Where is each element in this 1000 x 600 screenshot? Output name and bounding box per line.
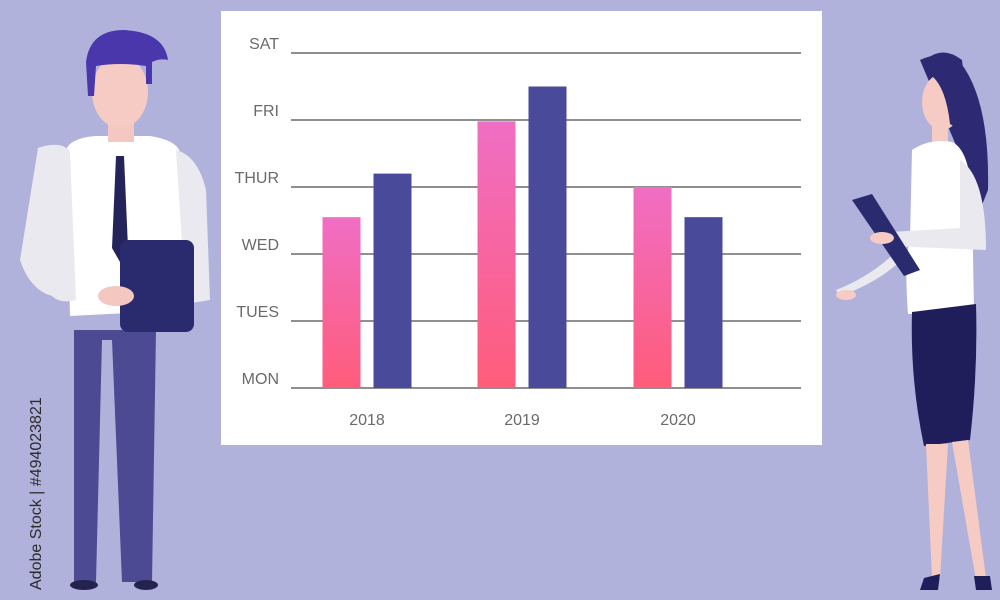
bar-navy-2020 <box>684 217 723 388</box>
bar-pink-2019 <box>477 121 516 388</box>
watermark: Adobe Stock | #494023821 <box>4 360 45 600</box>
y-tick-mon: MON <box>242 371 279 388</box>
watermark-text: Adobe Stock | #494023821 <box>28 397 45 590</box>
bar-navy-2019 <box>528 86 567 388</box>
y-tick-wed: WED <box>242 237 279 254</box>
whiteboard: MON TUES WED THUR FRI SAT 2018 2019 2020 <box>221 11 822 445</box>
y-tick-thur: THUR <box>235 170 279 187</box>
y-tick-tues: TUES <box>236 304 279 321</box>
bar-pink-2020 <box>633 187 672 388</box>
businessman-figure <box>20 30 210 590</box>
y-tick-fri: FRI <box>253 103 279 120</box>
bar-pink-2018 <box>322 217 361 388</box>
y-tick-sat: SAT <box>249 36 279 53</box>
chart-bars <box>322 86 723 388</box>
x-tick-2020: 2020 <box>660 412 696 429</box>
businesswoman-figure <box>836 52 992 590</box>
x-tick-2018: 2018 <box>349 412 385 429</box>
bar-chart: MON TUES WED THUR FRI SAT 2018 2019 2020 <box>235 36 801 429</box>
chart-labels: MON TUES WED THUR FRI SAT 2018 2019 2020 <box>235 36 696 429</box>
x-tick-2019: 2019 <box>504 412 540 429</box>
bar-navy-2018 <box>373 173 412 388</box>
